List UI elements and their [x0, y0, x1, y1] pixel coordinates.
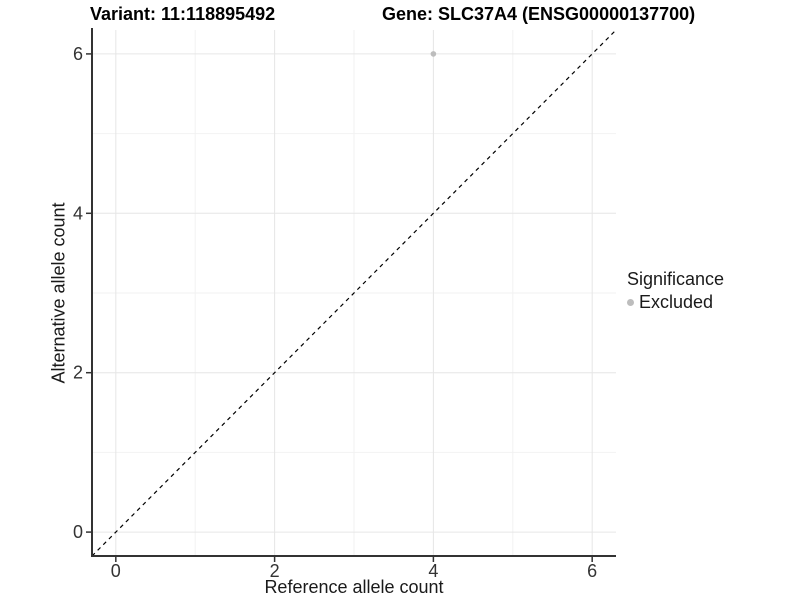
y-tick-label: 6: [73, 44, 83, 64]
y-tick-label: 2: [73, 363, 83, 383]
x-tick-label: 0: [111, 561, 121, 581]
x-tick-label: 2: [270, 561, 280, 581]
legend-point-icon: [627, 299, 634, 306]
y-tick-label: 4: [73, 203, 83, 223]
legend-entry-label: Excluded: [639, 292, 714, 312]
identity-line: [91, 29, 617, 557]
x-axis-title: Reference allele count: [264, 577, 444, 597]
legend: Significance Excluded: [627, 269, 724, 313]
legend-title: Significance: [627, 269, 725, 289]
gene-title: Gene: SLC37A4 (ENSG00000137700): [382, 4, 696, 24]
variant-title: Variant: 11:118895492: [90, 4, 276, 24]
legend-entry-excluded: Excluded: [627, 292, 724, 313]
data-point: [430, 51, 437, 57]
y-tick-label: 0: [73, 522, 83, 542]
x-tick-label: 4: [428, 561, 438, 581]
y-axis-title: Alternative allele count: [48, 202, 69, 384]
x-tick-label: 6: [587, 561, 597, 581]
